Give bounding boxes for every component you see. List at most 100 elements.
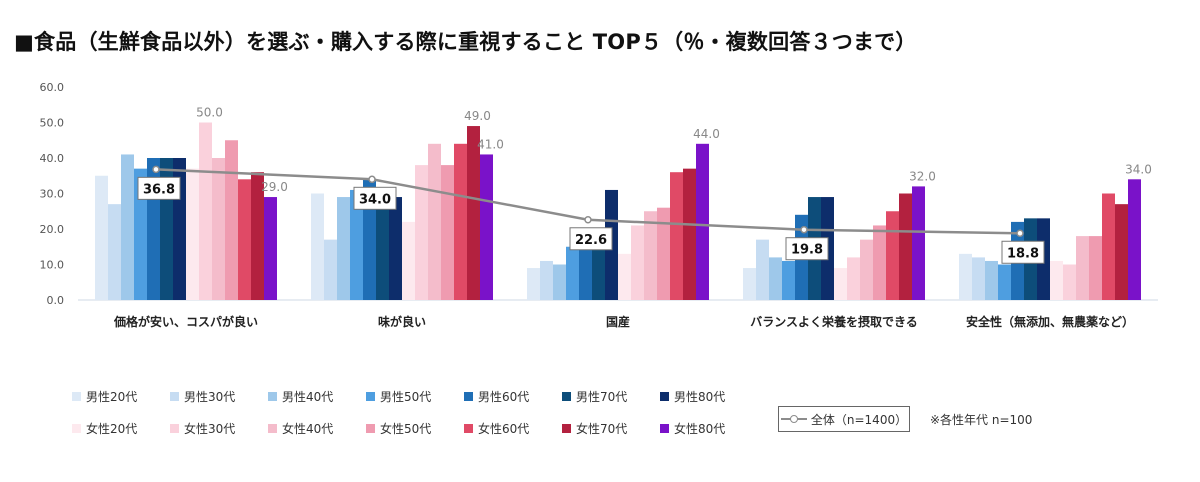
y-tick-label: 0.0 [47,294,65,307]
total-value-box [569,227,613,251]
bar-value-label: 49.0 [464,109,491,123]
bar [441,165,454,300]
y-tick-label: 10.0 [40,259,65,272]
total-value-label: 18.8 [1007,246,1039,261]
legend: 男性20代 男性30代 男性40代 男性50代 男性60代 男性70代 男性80代女性20代… [72,380,1172,450]
bar [644,211,657,300]
legend-item: 男性50代 [366,388,431,405]
legend-swatch [562,392,571,401]
legend-item: 女性70代 [562,420,627,437]
legend-swatch [562,424,571,433]
legend-item: 女性40代 [268,420,333,437]
y-tick-label: 30.0 [40,188,65,201]
bar [454,143,467,300]
bar-value-label: 32.0 [909,169,936,183]
x-category-label: 安全性（無添加、無農薬など） [966,314,1134,329]
legend-total-line: 全体（n=1400） [778,406,910,432]
legend-note: ※各性年代 n=100 [930,413,1033,427]
bar [134,168,147,300]
legend-item: 女性50代 [366,420,431,437]
bar [1076,236,1089,300]
legend-label: 女性30代 [184,422,236,436]
bar [579,243,592,300]
legend-label: 女性70代 [576,422,628,436]
bar [566,246,579,300]
bar [95,175,108,300]
bar [683,168,696,300]
bar [886,211,899,300]
bar [998,264,1011,300]
line-marker-icon [780,414,807,424]
bar [389,197,402,300]
bar [121,154,134,300]
total-line-point [1016,229,1024,238]
legend-item: 女性80代 [660,420,725,437]
legend-label: 男性40代 [282,390,334,404]
legend-label: 男性60代 [478,390,530,404]
bar-chart: 0.0 10.0 20.0 30.0 40.0 50.0 60.0 価格が安い、コスパが良い 味… [40,81,1158,329]
bar [873,225,886,300]
legend-label: 女性60代 [478,422,530,436]
legend-item: 女性30代 [170,420,235,437]
legend-item: 女性20代 [72,420,137,437]
bar-value-label: 34.0 [1125,162,1152,176]
legend-label: 女性20代 [86,422,138,436]
bar [527,268,540,300]
bar [108,204,121,300]
bar [834,268,847,300]
total-line-point [152,165,160,174]
bar [1128,179,1141,300]
bar [251,172,264,300]
bar [350,189,363,300]
chart-title: ■食品（生鮮食品以外）を選ぶ・購入する際に重視すること TOP５（％・複数回答３… [14,30,917,54]
bar [631,225,644,300]
legend-item: 女性60代 [464,420,529,437]
total-line-point [800,225,808,234]
legend-label: 男性50代 [380,390,432,404]
bar [782,260,795,300]
legend-label: 男性80代 [674,390,726,404]
bar-value-label: 41.0 [477,137,504,151]
bar [618,253,631,300]
y-tick-label: 50.0 [40,117,65,130]
bar [324,239,337,300]
bar [696,143,709,300]
bar [1102,193,1115,300]
total-value-box [137,176,181,200]
legend-label: 女性40代 [282,422,334,436]
bar [337,197,350,300]
legend-item: 男性30代 [170,388,235,405]
bar [212,158,225,300]
legend-swatch [72,392,81,401]
legend-swatch [464,424,473,433]
legend-swatch [72,424,81,433]
bar [756,239,769,300]
legend-swatch [660,392,669,401]
bar [428,143,441,300]
x-category-label: 味が良い [378,314,426,329]
legend-item: 男性60代 [464,388,529,405]
bar [985,260,998,300]
bar [1050,260,1063,300]
bar [225,140,238,300]
legend-label: 男性30代 [184,390,236,404]
legend-total-label: 全体（n=1400） [810,412,908,427]
bar [467,126,480,300]
total-value-label: 36.8 [143,182,175,197]
legend-label: 男性20代 [86,390,138,404]
legend-item: 男性20代 [72,388,137,405]
x-category-label: 価格が安い、コスパが良い [113,314,258,329]
bar [1063,264,1076,300]
y-tick-label: 40.0 [40,152,65,165]
bar [415,165,428,300]
bar [899,193,912,300]
total-value-box [353,186,397,210]
legend-item: 男性40代 [268,388,333,405]
bar [186,168,199,300]
total-line-point [368,175,376,184]
legend-swatch [268,424,277,433]
legend-label: 男性70代 [576,390,628,404]
legend-swatch [660,424,669,433]
total-value-box [1001,240,1045,264]
legend-swatch [268,392,277,401]
